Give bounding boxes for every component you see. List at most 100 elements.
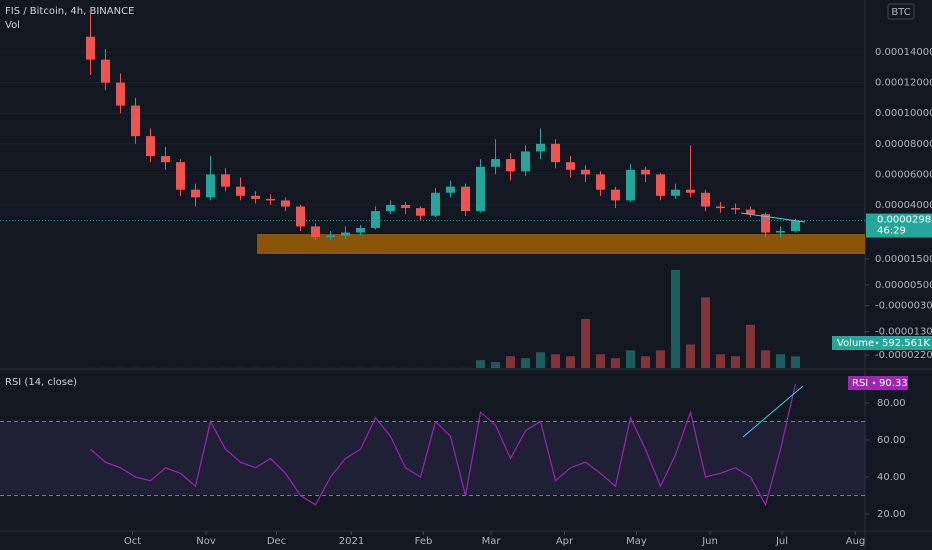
- candle-body: [506, 159, 515, 172]
- candle-body: [281, 200, 290, 207]
- volume-bar: [701, 297, 710, 368]
- candle-body: [371, 211, 380, 228]
- candle-body: [611, 189, 620, 201]
- candle-body: [656, 174, 665, 196]
- volume-bar: [551, 354, 560, 368]
- volume-bar: [656, 350, 665, 368]
- chart-title: FIS / Bitcoin, 4h, BINANCE: [5, 6, 134, 17]
- candle-body: [701, 192, 710, 207]
- x-tick-label: Oct: [124, 536, 141, 547]
- candle-body: [536, 143, 545, 152]
- candle-body: [401, 205, 410, 209]
- rsi-trend-line: [742, 385, 804, 438]
- volume-bar: [506, 356, 515, 368]
- x-tick-label: Nov: [196, 536, 216, 547]
- candle-body: [671, 189, 680, 196]
- rsi-badge: [848, 376, 908, 390]
- volume-bar: [521, 358, 530, 368]
- candle-body: [566, 162, 575, 170]
- rsi-last-value: 90.33: [879, 378, 908, 389]
- candle-body: [551, 143, 560, 163]
- candle-body: [416, 208, 425, 216]
- candle-body: [221, 174, 230, 187]
- volume-bar: [686, 344, 695, 368]
- candle-body: [626, 169, 635, 201]
- candle-body: [521, 151, 530, 172]
- volume-title: Vol: [5, 20, 20, 31]
- y-tick-label: 0.00006000: [875, 169, 932, 180]
- candle-body: [176, 162, 185, 190]
- candle-body: [716, 206, 725, 209]
- candle-body: [746, 209, 755, 215]
- volume-bar: [626, 350, 635, 368]
- volume-last-label: 592.561K: [882, 338, 930, 349]
- y-tick-label: 0.00008000: [875, 139, 932, 150]
- volume-bar: [716, 354, 725, 368]
- candle-body: [761, 214, 770, 233]
- volume-badge: [832, 336, 932, 350]
- candle-body: [116, 82, 125, 106]
- volume-bar: [596, 354, 605, 368]
- candle-body: [86, 36, 95, 60]
- currency-badge: [887, 3, 915, 20]
- candle-body: [791, 220, 800, 232]
- volume-bar: [566, 356, 575, 368]
- separator-dot: [875, 341, 879, 345]
- rsi-line: [90, 383, 797, 507]
- candle-body: [206, 174, 215, 198]
- support-zone: [257, 234, 865, 254]
- volume-bar: [791, 356, 800, 368]
- y2-tick-label: 0.00000500: [875, 280, 932, 291]
- y-tick-label: 60.00: [877, 435, 906, 446]
- x-tick-label: Mar: [482, 536, 502, 547]
- y-tick-label: 40.00: [877, 472, 906, 483]
- x-tick-label: 2021: [339, 536, 364, 547]
- volume-bar: [761, 350, 770, 368]
- candle-body: [236, 186, 245, 196]
- candle-body: [461, 186, 470, 212]
- y-tick-label: 0.00010000: [875, 108, 932, 119]
- candle-body: [641, 169, 650, 175]
- candle-body: [431, 192, 440, 216]
- y2-tick-label: -0.00000300: [875, 301, 932, 312]
- volume-bar: [476, 360, 485, 368]
- x-tick-label: Jul: [775, 536, 788, 547]
- separator-dot: [872, 381, 876, 385]
- candle-body: [266, 198, 275, 201]
- marks: 0.00014000 0.00012000 0.00010000 0.00008000…: [0, 13, 932, 547]
- candle-body: [446, 186, 455, 193]
- x-tick-label: Apr: [556, 536, 574, 547]
- y2-tick-label: -0.00001300: [875, 327, 932, 338]
- candle-body: [686, 189, 695, 193]
- candle-body: [476, 166, 485, 212]
- volume-bar: [776, 354, 785, 368]
- candle-body: [131, 105, 140, 137]
- countdown: 46:29: [877, 226, 906, 237]
- y-tick-label: 0.00004000: [875, 200, 932, 211]
- rsi-title: RSI (14, close): [5, 377, 77, 388]
- price-trend-line: [740, 212, 806, 223]
- y2-tick-label: 0.00001500: [875, 254, 932, 265]
- candle-body: [326, 235, 335, 238]
- candle-body: [101, 59, 110, 83]
- candle-body: [776, 231, 785, 233]
- x-tick-label: Jun: [701, 536, 718, 547]
- volume-bar: [641, 356, 650, 368]
- y-tick-label: 80.00: [877, 398, 906, 409]
- price-label: 0.00002982: [877, 215, 932, 226]
- candle-body: [386, 205, 395, 212]
- y-tick-label: 20.00: [877, 509, 906, 520]
- y-tick-label: 0.00012000: [875, 78, 932, 89]
- volume-bar: [491, 362, 500, 368]
- volume-name: Volume: [837, 338, 874, 349]
- candle-body: [311, 226, 320, 238]
- x-tick-label: Dec: [267, 536, 286, 547]
- candle-body: [356, 227, 365, 233]
- candle-body: [161, 156, 170, 163]
- candle-body: [191, 189, 200, 198]
- price-badge: [866, 213, 932, 238]
- candle-body: [491, 159, 500, 167]
- candle-body: [581, 169, 590, 175]
- candle-body: [341, 232, 350, 236]
- x-tick-label: Aug: [846, 536, 866, 547]
